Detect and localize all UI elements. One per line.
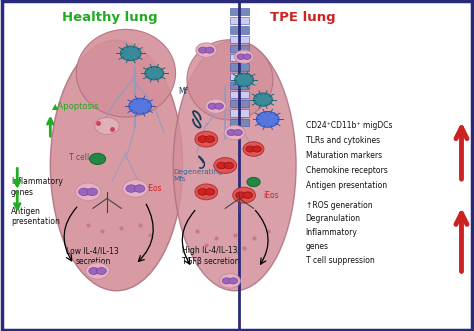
Circle shape xyxy=(86,263,109,279)
Text: ↑ROS generation: ↑ROS generation xyxy=(306,201,372,210)
Circle shape xyxy=(235,50,254,63)
Circle shape xyxy=(145,67,164,80)
Circle shape xyxy=(198,189,208,195)
Circle shape xyxy=(229,278,237,284)
Circle shape xyxy=(205,189,215,195)
Circle shape xyxy=(243,54,251,60)
Ellipse shape xyxy=(50,40,182,291)
Text: T cell suppression: T cell suppression xyxy=(306,256,374,265)
Circle shape xyxy=(243,142,264,156)
Bar xyxy=(230,8,249,15)
Circle shape xyxy=(196,43,217,57)
Bar xyxy=(230,26,249,34)
Circle shape xyxy=(90,153,106,165)
Circle shape xyxy=(215,103,223,109)
Circle shape xyxy=(195,184,218,200)
Circle shape xyxy=(237,54,245,60)
Text: Antigen presentation: Antigen presentation xyxy=(306,181,387,190)
Circle shape xyxy=(243,192,253,199)
Circle shape xyxy=(198,136,208,142)
Text: CD24⁺CD11b⁺ migDCs: CD24⁺CD11b⁺ migDCs xyxy=(306,121,392,130)
Circle shape xyxy=(247,177,260,187)
Bar xyxy=(230,72,249,80)
Text: Degranulation: Degranulation xyxy=(306,214,361,223)
Circle shape xyxy=(95,118,119,134)
Text: Mf: Mf xyxy=(178,87,187,96)
Bar xyxy=(230,45,249,52)
Text: T cell: T cell xyxy=(69,153,90,162)
Circle shape xyxy=(217,162,226,169)
Circle shape xyxy=(120,46,141,61)
Bar xyxy=(230,91,249,98)
Circle shape xyxy=(87,188,98,196)
Circle shape xyxy=(134,185,145,192)
Text: rEos: rEos xyxy=(145,184,162,193)
Text: Inflammatory: Inflammatory xyxy=(306,228,357,237)
Circle shape xyxy=(222,278,231,284)
Text: ▲Apoptosis: ▲Apoptosis xyxy=(52,102,100,111)
Circle shape xyxy=(129,98,152,114)
Circle shape xyxy=(126,185,137,192)
Circle shape xyxy=(205,47,214,53)
Circle shape xyxy=(227,129,236,136)
Circle shape xyxy=(205,136,215,142)
Bar xyxy=(230,36,249,43)
Bar xyxy=(230,54,249,61)
Text: High IL-4/IL-13/
TGFβ secretion: High IL-4/IL-13/ TGFβ secretion xyxy=(182,246,240,266)
Text: Inflammatory
genes: Inflammatory genes xyxy=(11,177,63,197)
Circle shape xyxy=(75,183,101,201)
Circle shape xyxy=(214,158,237,173)
Text: TPE lung: TPE lung xyxy=(270,11,336,24)
Text: Low IL-4/IL-13
secretion: Low IL-4/IL-13 secretion xyxy=(66,246,119,266)
Circle shape xyxy=(224,162,234,169)
Text: iEos: iEos xyxy=(263,191,279,200)
Circle shape xyxy=(246,146,255,152)
Circle shape xyxy=(224,125,245,140)
Bar xyxy=(230,63,249,71)
Circle shape xyxy=(254,93,273,106)
Text: Healthy lung: Healthy lung xyxy=(62,11,157,24)
Text: Maturation markers: Maturation markers xyxy=(306,151,382,160)
Circle shape xyxy=(235,73,254,86)
Text: Chemokine receptors: Chemokine receptors xyxy=(306,166,387,175)
Circle shape xyxy=(233,187,255,203)
Circle shape xyxy=(199,47,207,53)
Circle shape xyxy=(253,146,261,152)
Circle shape xyxy=(208,103,217,109)
Circle shape xyxy=(123,180,148,198)
Circle shape xyxy=(256,112,279,127)
Circle shape xyxy=(195,131,218,147)
Text: TLRs and cytokines: TLRs and cytokines xyxy=(306,136,380,145)
Circle shape xyxy=(205,99,226,114)
Ellipse shape xyxy=(76,29,175,117)
Circle shape xyxy=(219,274,240,288)
Bar xyxy=(230,110,249,117)
Circle shape xyxy=(89,267,99,274)
Circle shape xyxy=(96,267,106,274)
Circle shape xyxy=(234,129,242,136)
Bar xyxy=(230,119,249,126)
Text: genes: genes xyxy=(306,242,328,251)
Ellipse shape xyxy=(187,40,273,120)
Bar xyxy=(230,17,249,24)
Bar xyxy=(230,82,249,89)
Ellipse shape xyxy=(173,40,296,291)
Bar xyxy=(230,100,249,108)
Text: Degenerating
Mfs: Degenerating Mfs xyxy=(173,169,223,182)
Text: Antigen
presentation: Antigen presentation xyxy=(11,207,60,226)
Circle shape xyxy=(236,192,245,199)
Circle shape xyxy=(79,188,90,196)
